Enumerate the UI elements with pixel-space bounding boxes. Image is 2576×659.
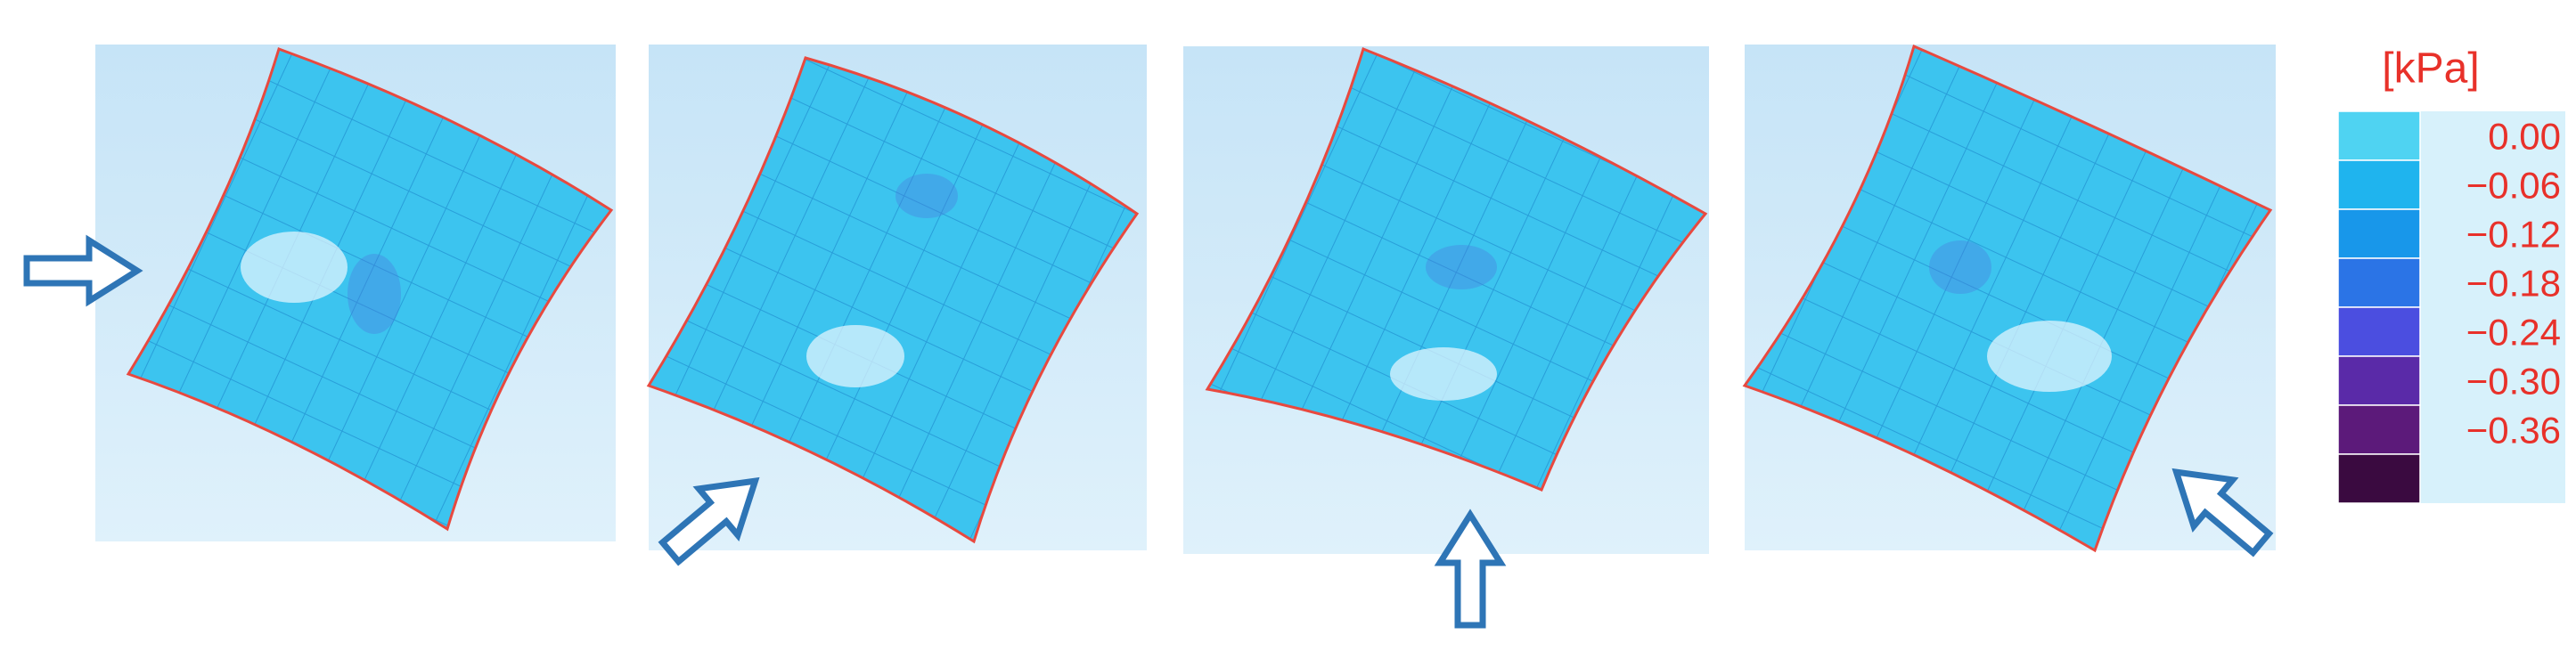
plate xyxy=(1205,47,1708,492)
legend-swatch xyxy=(2337,208,2421,259)
legend-label: −0.36 xyxy=(2466,410,2561,452)
region xyxy=(895,174,958,218)
region xyxy=(1390,347,1497,401)
region xyxy=(1426,245,1497,289)
region xyxy=(1929,240,1991,294)
region xyxy=(241,232,348,303)
region xyxy=(1987,321,2112,392)
legend-swatch xyxy=(2337,355,2421,406)
legend-label: −0.18 xyxy=(2466,263,2561,305)
plate xyxy=(646,56,1140,544)
plate xyxy=(1742,44,2273,553)
legend-swatch xyxy=(2337,159,2421,210)
panel xyxy=(27,45,616,541)
legend-label: −0.30 xyxy=(2466,361,2561,403)
legend: [kPa] 0.00 −0.06 −0.12 −0.18 −0.24 −0.30 −0.36 xyxy=(2337,45,2565,504)
panel xyxy=(1183,46,1709,625)
legend-label: −0.06 xyxy=(2466,165,2561,207)
legend-label: −0.12 xyxy=(2466,214,2561,256)
region xyxy=(348,254,401,334)
panel xyxy=(646,45,1147,575)
legend-title: [kPa] xyxy=(2382,45,2479,93)
legend-swatch xyxy=(2337,453,2421,504)
plate xyxy=(126,47,614,532)
legend-swatch xyxy=(2337,110,2421,161)
legend-swatch xyxy=(2337,257,2421,308)
panel xyxy=(1742,44,2280,566)
legend-swatch xyxy=(2337,404,2421,455)
region xyxy=(806,325,904,387)
legend-label: 0.00 xyxy=(2488,116,2561,158)
legend-label: −0.24 xyxy=(2466,312,2561,354)
legend-swatch xyxy=(2337,306,2421,357)
